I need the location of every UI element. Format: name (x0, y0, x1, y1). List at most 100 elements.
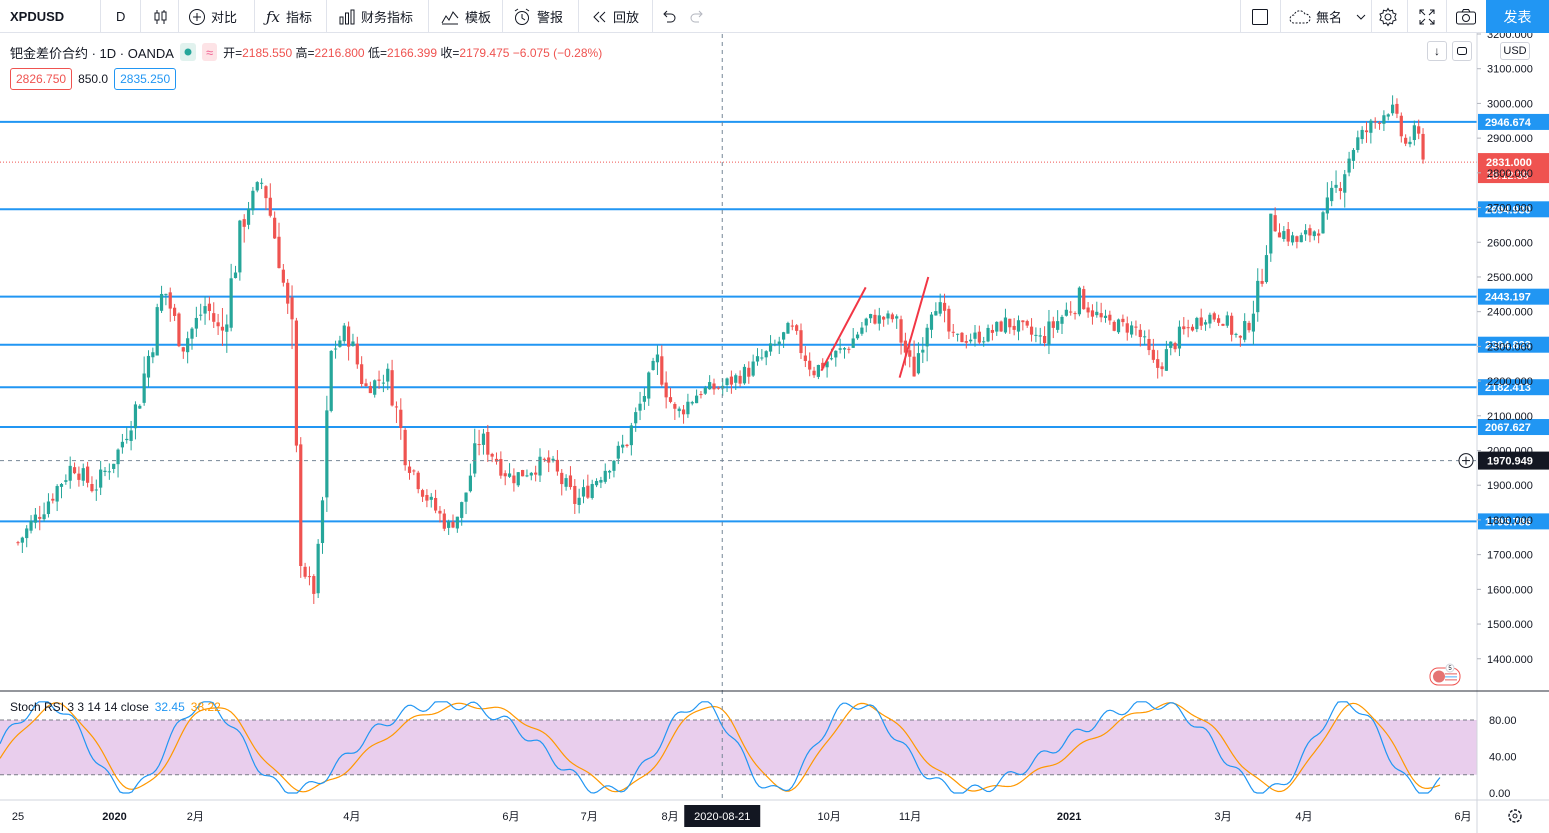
candle-body (1060, 316, 1064, 324)
stoch-k-line (0, 701, 1441, 794)
chart-canvas[interactable]: 2946.674 2694.930 2443.197 2304.823 2182.413… (0, 33, 1549, 833)
events-count: 5 (1448, 666, 1452, 672)
candle-body (1034, 334, 1038, 336)
candle-body (1116, 319, 1121, 333)
candle-body (1295, 236, 1299, 242)
last-price-tag (1478, 153, 1549, 184)
candle-body (303, 566, 307, 577)
crosshair-price-label: 1970.949 (1487, 456, 1533, 468)
fullscreen-button[interactable] (1418, 0, 1436, 33)
candle-body (586, 485, 590, 498)
stoch-legend[interactable]: Stoch RSI 3 3 14 14 close 32.45 38.22 (10, 700, 221, 714)
candle-body (1312, 231, 1316, 237)
candle-body (1234, 333, 1238, 335)
snapshot-button[interactable] (1455, 0, 1477, 33)
candle-body (116, 449, 120, 465)
currency-badge[interactable]: USD (1500, 42, 1530, 60)
candle-body (1038, 335, 1042, 337)
crosshair-date-tag (684, 805, 761, 827)
candle-body (503, 473, 507, 477)
candle-body (577, 497, 581, 505)
candle-body (560, 472, 564, 485)
scroll-down-button[interactable]: ↓ (1427, 41, 1447, 61)
templates-button[interactable]: 模板 (440, 0, 491, 33)
candle-body (273, 217, 277, 239)
restore-button[interactable] (1452, 41, 1472, 61)
candle-body (555, 459, 559, 472)
candle-body (1282, 231, 1286, 239)
loop-icon (1456, 45, 1468, 57)
candle-body (1334, 184, 1338, 188)
candle-body (1143, 336, 1147, 338)
candle-body (42, 514, 46, 520)
candle-body (1173, 343, 1177, 350)
candle-body (708, 382, 712, 390)
compare-mode-toggle[interactable]: ≈ (201, 43, 218, 61)
candle-body (173, 307, 177, 316)
sell-button[interactable]: 2826.750 (10, 68, 73, 90)
candle-body (612, 460, 616, 471)
stoch-lines (0, 701, 1441, 794)
candle-body (768, 343, 773, 352)
divider (178, 0, 179, 33)
buy-button[interactable]: 2835.250 (114, 68, 177, 90)
candle-body (1412, 125, 1416, 141)
financials-button[interactable]: 财务指标 (338, 0, 413, 33)
candle-body (416, 472, 420, 490)
templates-label: 模板 (465, 10, 492, 25)
settings-button[interactable] (1378, 0, 1398, 33)
time-tick-label: 2021 (1057, 811, 1081, 823)
compare-button[interactable]: 对比 (188, 0, 237, 33)
time-tick-label: 4月 (1295, 811, 1312, 823)
redo-button[interactable] (688, 0, 706, 33)
low-label: 低= (367, 45, 387, 60)
candle-body (686, 401, 690, 415)
divider (1407, 0, 1408, 33)
candle-body (1151, 349, 1155, 360)
candle-body (634, 412, 638, 424)
replay-button[interactable]: 回放 (590, 0, 639, 33)
gear-icon-center (1512, 813, 1518, 819)
candle-body (20, 537, 24, 543)
indicators-button[interactable]: ƒx 指标 (266, 0, 312, 33)
candle-body (729, 376, 733, 385)
candle-body (1343, 174, 1347, 193)
fullscreen-layout-button[interactable] (1251, 0, 1269, 33)
time-tick-label: 2月 (187, 811, 204, 823)
candle-body (1260, 281, 1264, 284)
candle-body (1190, 326, 1195, 331)
candle-body (481, 433, 486, 445)
publish-button[interactable]: 发表 (1486, 0, 1549, 33)
layout-save-button[interactable]: 無名 (1288, 0, 1366, 33)
divider (1280, 0, 1281, 33)
candle-body (956, 333, 960, 335)
candle-body (1130, 325, 1134, 335)
candle-body (773, 344, 777, 346)
alert-button[interactable]: 警报 (512, 0, 563, 33)
candle-body (834, 350, 838, 358)
legend-title[interactable]: 钯金差价合约 · 1D · OANDA (10, 45, 174, 61)
symbol-search-button[interactable]: XPDUSD (10, 0, 64, 33)
time-tick-label: 6月 (502, 811, 519, 823)
chart-type-button[interactable] (152, 0, 170, 33)
gear-icon (1508, 809, 1522, 823)
candle-body (1399, 115, 1403, 137)
compare-label: 对比 (211, 10, 238, 25)
candle-body (246, 208, 251, 225)
candle-body (1269, 213, 1273, 254)
undo-button[interactable] (660, 0, 678, 33)
candle-body (486, 431, 490, 455)
candle-body (625, 444, 629, 447)
template-icon (440, 8, 460, 26)
candle-body (699, 393, 703, 396)
trend-drawings[interactable] (820, 276, 930, 378)
candle-body (390, 370, 394, 406)
events-flag-icon[interactable]: 5 (1428, 663, 1464, 689)
candle-body (46, 501, 51, 515)
candle-body (268, 197, 272, 216)
candle-body (1147, 338, 1151, 351)
horizontal-levels[interactable]: 2946.674 2694.930 2443.197 2304.823 2182.413… (0, 113, 1549, 530)
eye-toggle[interactable] (179, 43, 196, 61)
interval-button[interactable]: D (116, 0, 125, 33)
crosshair: 1970.949 2020-08-21 (0, 34, 1549, 827)
